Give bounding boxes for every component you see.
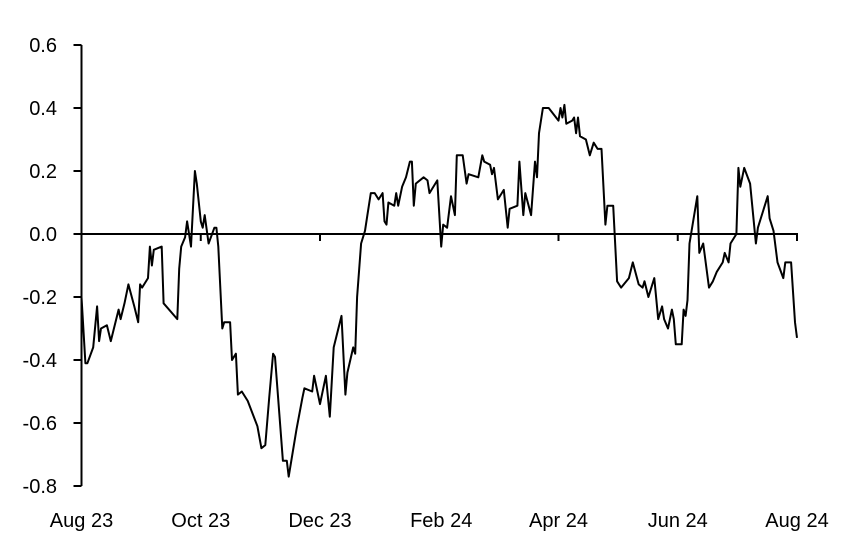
- y-tick-label: 0.0: [29, 224, 57, 246]
- x-tick-label: Aug 23: [50, 510, 113, 532]
- x-tick-label: Oct 23: [171, 510, 230, 532]
- series-line: [80, 103, 798, 478]
- y-tick-label: 0.2: [29, 161, 57, 183]
- y-axis: 0.6 0.4 0.2 0.0 -0.2 -0.4 -0.6 -0.8: [23, 35, 83, 498]
- y-tick-label: 0.4: [29, 98, 57, 120]
- x-axis: Aug 23 Oct 23 Dec 23 Feb 24 Apr 24 Jun 24 Aug …: [50, 233, 829, 532]
- y-tick-label: -0.4: [23, 350, 57, 372]
- x-tick-label: Apr 24: [529, 510, 588, 532]
- x-tick-label: Jun 24: [648, 510, 708, 532]
- x-tick-label: Dec 23: [288, 510, 351, 532]
- x-tick-label: Feb 24: [410, 510, 472, 532]
- y-tick-label: -0.6: [23, 413, 57, 435]
- y-tick-label: -0.2: [23, 287, 57, 309]
- y-tick-label: -0.8: [23, 476, 57, 498]
- x-tick-label: Aug 24: [765, 510, 828, 532]
- y-tick-label: 0.6: [29, 35, 57, 57]
